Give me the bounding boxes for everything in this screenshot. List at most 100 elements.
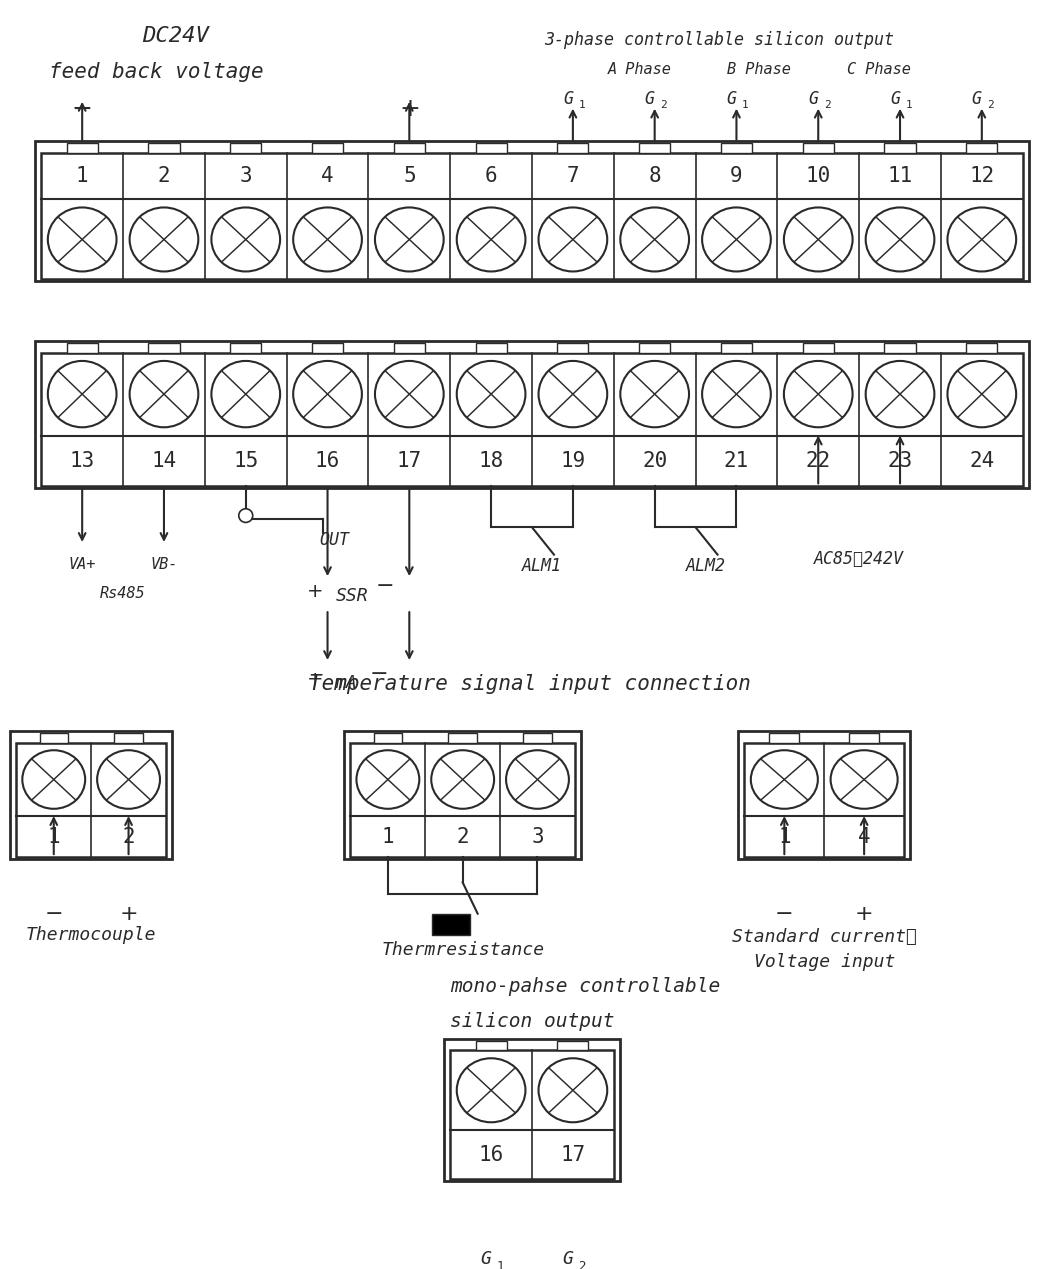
Text: ALM2: ALM2 — [686, 557, 725, 575]
Text: 9: 9 — [730, 166, 743, 187]
Ellipse shape — [506, 750, 569, 808]
Text: 23: 23 — [887, 450, 913, 471]
Bar — [393, 343, 425, 353]
Text: 21: 21 — [724, 450, 749, 471]
Text: 3: 3 — [531, 826, 544, 846]
Text: 24: 24 — [969, 450, 994, 471]
Ellipse shape — [866, 207, 934, 272]
Ellipse shape — [375, 360, 444, 428]
Text: +: + — [307, 670, 323, 689]
Ellipse shape — [750, 750, 818, 808]
Bar — [639, 343, 670, 353]
Ellipse shape — [294, 207, 361, 272]
Ellipse shape — [538, 207, 607, 272]
Bar — [558, 343, 588, 353]
Text: 7: 7 — [567, 166, 579, 187]
Text: feed back voltage: feed back voltage — [49, 62, 263, 81]
Text: 1: 1 — [382, 826, 394, 846]
Text: Standard current、: Standard current、 — [731, 928, 917, 947]
Text: 22: 22 — [806, 450, 831, 471]
Text: Temperature signal input connection: Temperature signal input connection — [310, 674, 750, 694]
Ellipse shape — [831, 750, 898, 808]
Bar — [639, 143, 670, 152]
Text: B Phase: B Phase — [727, 62, 792, 77]
Text: 1: 1 — [905, 100, 913, 110]
Text: C Phase: C Phase — [847, 62, 911, 77]
Text: DC24V: DC24V — [142, 25, 210, 46]
Text: 2: 2 — [158, 166, 171, 187]
Text: 18: 18 — [478, 450, 503, 471]
Text: −: − — [45, 904, 63, 924]
Text: +: + — [119, 904, 138, 924]
Bar — [114, 733, 143, 742]
Bar — [148, 143, 179, 152]
Bar — [802, 343, 834, 353]
Text: 3-phase controllable silicon output: 3-phase controllable silicon output — [545, 32, 895, 49]
Bar — [312, 343, 343, 353]
Text: 20: 20 — [642, 450, 668, 471]
Text: Rs485: Rs485 — [101, 586, 146, 600]
Text: ALM1: ALM1 — [522, 557, 562, 575]
Bar — [444, 1038, 620, 1181]
Ellipse shape — [702, 360, 771, 428]
Ellipse shape — [702, 207, 771, 272]
Bar — [35, 141, 1028, 282]
Bar — [884, 343, 916, 353]
Text: Voltage input: Voltage input — [754, 953, 895, 972]
Bar — [744, 742, 904, 857]
Text: 19: 19 — [561, 450, 585, 471]
Bar — [351, 742, 575, 857]
Ellipse shape — [129, 360, 198, 428]
Text: 5: 5 — [403, 166, 416, 187]
Bar — [802, 143, 834, 152]
Text: G: G — [890, 90, 900, 108]
Text: G: G — [563, 90, 572, 108]
Bar — [524, 733, 551, 742]
Text: 2: 2 — [122, 826, 135, 846]
Text: −: − — [775, 904, 794, 924]
Text: VB-: VB- — [151, 557, 178, 571]
Ellipse shape — [211, 207, 280, 272]
Text: +: + — [307, 582, 323, 602]
Bar — [884, 143, 916, 152]
Text: 17: 17 — [396, 450, 422, 471]
Ellipse shape — [948, 360, 1017, 428]
Ellipse shape — [784, 360, 852, 428]
Ellipse shape — [431, 750, 494, 808]
Text: G: G — [644, 90, 655, 108]
Text: silicon output: silicon output — [450, 1013, 615, 1032]
Text: 10: 10 — [806, 166, 831, 187]
Text: 2: 2 — [824, 100, 831, 110]
Bar — [41, 152, 1023, 279]
Text: OUT: OUT — [319, 530, 350, 549]
Text: −: − — [72, 96, 92, 121]
Text: 4: 4 — [858, 826, 870, 846]
Bar — [67, 143, 98, 152]
Text: 14: 14 — [152, 450, 177, 471]
Text: 11: 11 — [887, 166, 913, 187]
Bar — [476, 143, 507, 152]
Text: 1: 1 — [76, 166, 88, 187]
Text: G: G — [480, 1250, 492, 1268]
Text: Thermresistance: Thermresistance — [382, 940, 544, 959]
Bar — [450, 1051, 614, 1179]
Text: 3: 3 — [240, 166, 252, 187]
Text: +: + — [854, 904, 873, 924]
Bar — [431, 914, 470, 935]
Text: mA: mA — [336, 674, 357, 693]
Ellipse shape — [620, 360, 689, 428]
Circle shape — [238, 509, 252, 523]
Bar — [374, 733, 402, 742]
Bar — [558, 1041, 588, 1051]
Bar — [148, 343, 179, 353]
Ellipse shape — [948, 207, 1017, 272]
Ellipse shape — [784, 207, 852, 272]
Bar — [721, 143, 752, 152]
Bar — [230, 143, 261, 152]
Ellipse shape — [620, 207, 689, 272]
Text: 13: 13 — [70, 450, 94, 471]
Ellipse shape — [866, 360, 934, 428]
Bar — [344, 731, 581, 859]
Text: 1: 1 — [742, 100, 748, 110]
Bar — [11, 731, 172, 859]
